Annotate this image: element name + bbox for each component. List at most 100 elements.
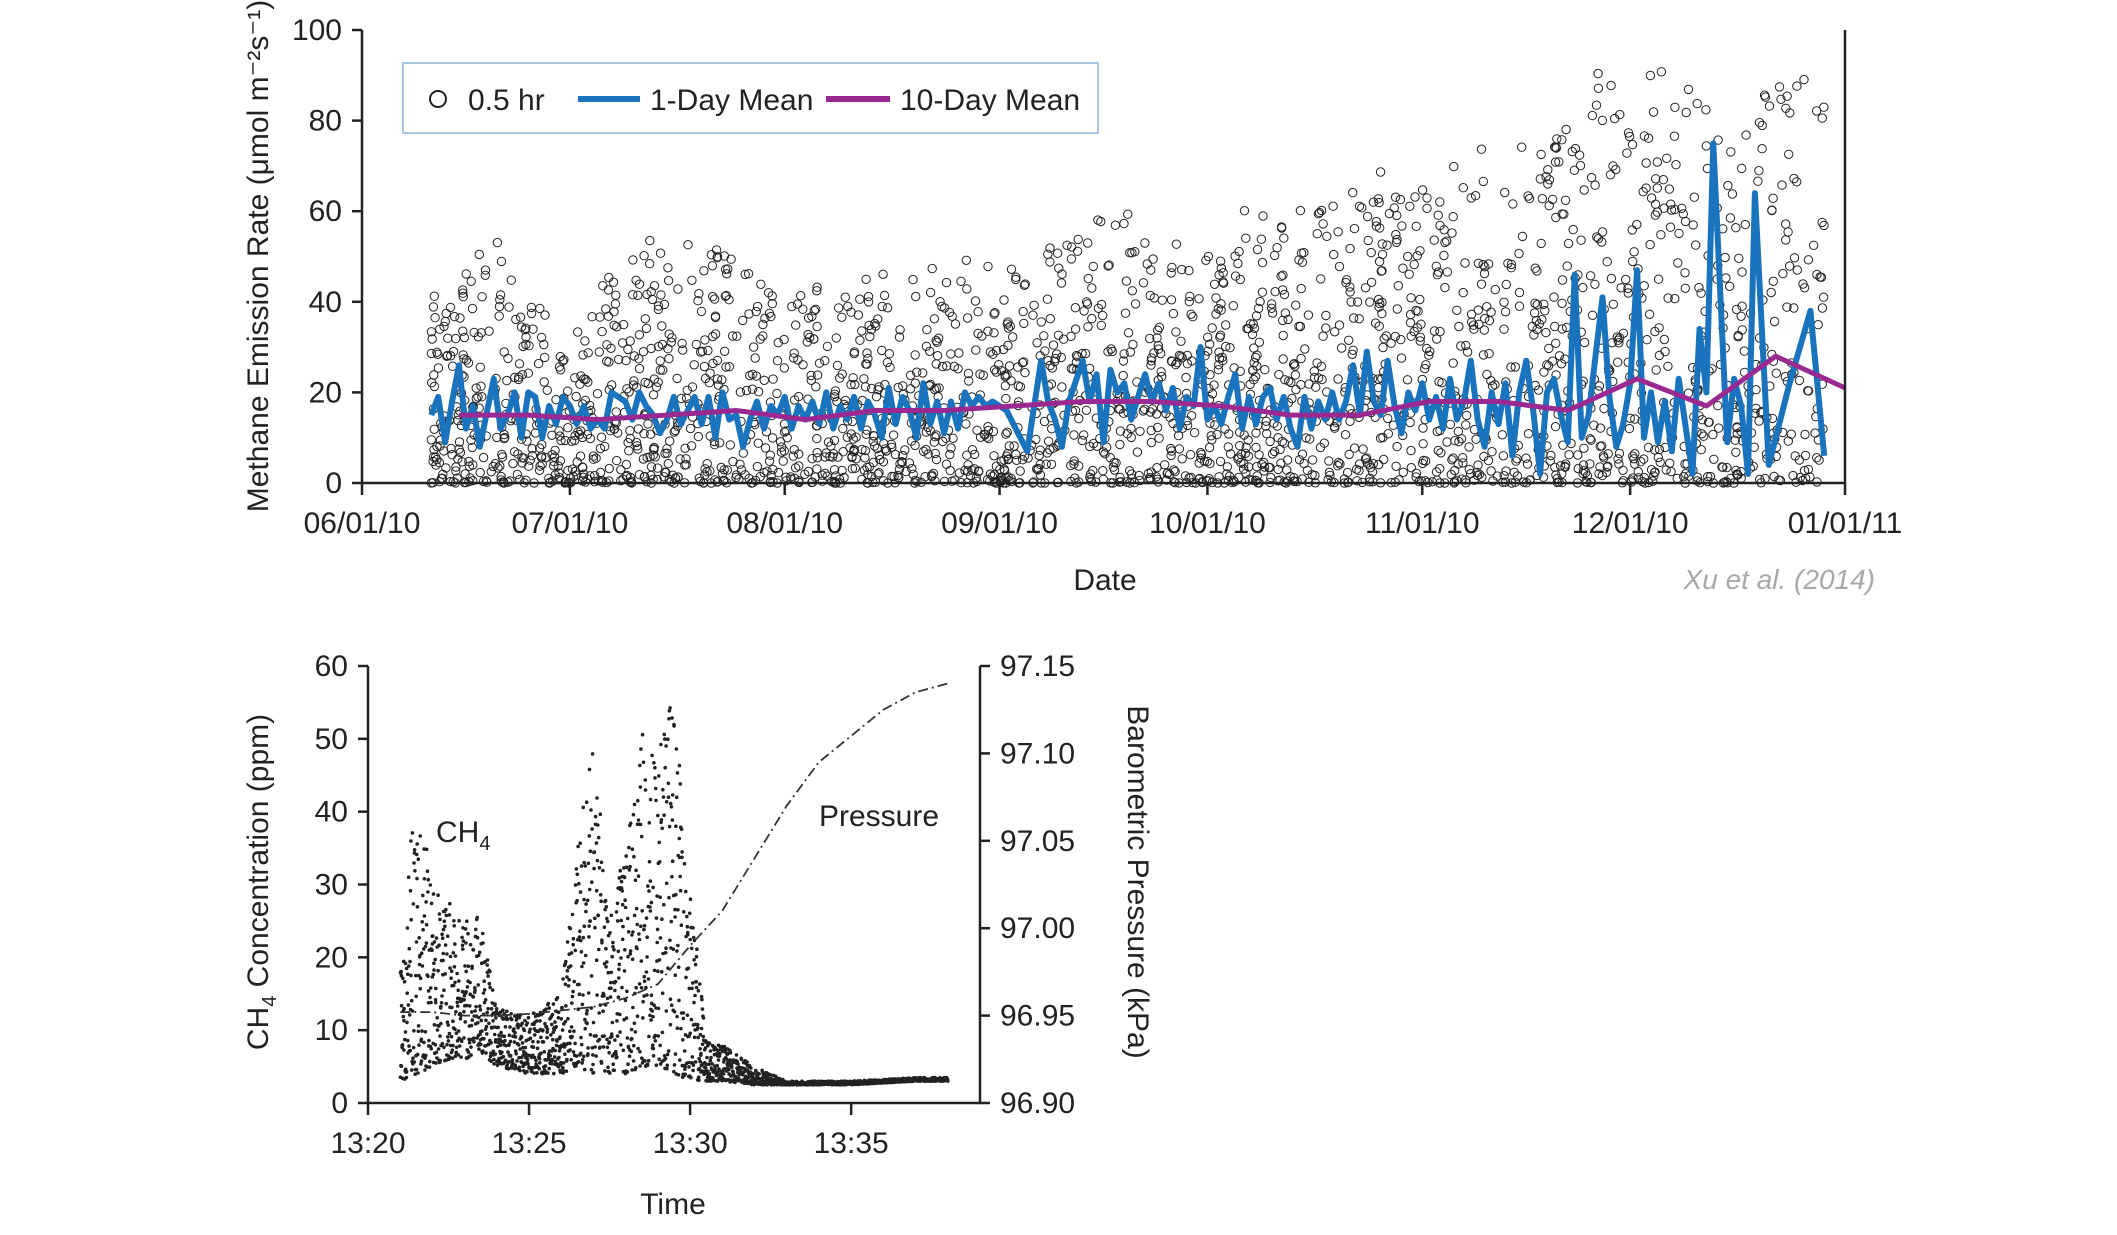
half-hour-point <box>1616 283 1626 293</box>
ch4-point <box>664 744 668 748</box>
half-hour-point <box>1056 278 1067 288</box>
half-hour-point <box>541 452 551 463</box>
half-hour-point <box>1288 359 1299 369</box>
ch4-point <box>461 926 465 930</box>
legend-label-ten-day-mean: 10-Day Mean <box>900 84 1080 117</box>
half-hour-point <box>792 299 803 309</box>
ch4-point <box>691 935 696 940</box>
half-hour-point <box>621 459 632 470</box>
half-hour-point <box>851 432 861 442</box>
ch4-point <box>426 890 430 894</box>
ch4-point <box>432 940 437 944</box>
half-hour-point <box>1816 272 1827 282</box>
half-hour-point <box>503 353 513 364</box>
ch4-point <box>710 1062 714 1066</box>
half-hour-point <box>625 336 635 346</box>
ch4-point <box>641 999 645 1004</box>
ch4-point <box>680 855 684 860</box>
half-hour-point <box>609 424 620 434</box>
ch4-point <box>700 1007 705 1011</box>
half-hour-point <box>1658 175 1669 185</box>
half-hour-point <box>629 351 639 361</box>
ch4-point <box>468 942 473 947</box>
ch4-point <box>418 834 423 838</box>
half-hour-point <box>1032 338 1042 348</box>
ch4-point <box>672 1009 677 1014</box>
ch4-point <box>596 913 601 918</box>
half-hour-point <box>962 450 972 460</box>
ch4-point <box>646 977 651 981</box>
ch4-point <box>412 1060 417 1064</box>
half-hour-point <box>1692 476 1703 486</box>
ch4-point <box>658 895 662 899</box>
top-y-axis-label: Methane Emission Rate (μmol m⁻²s⁻¹) <box>242 0 275 512</box>
half-hour-point <box>653 463 663 473</box>
half-hour-point <box>685 423 696 434</box>
half-hour-point <box>1333 227 1343 237</box>
half-hour-point <box>1740 219 1751 230</box>
half-hour-point <box>578 350 588 360</box>
ch4-point <box>648 1013 652 1018</box>
half-hour-point <box>988 349 998 359</box>
ch4-point <box>535 1046 540 1051</box>
ch4-point <box>489 1041 493 1045</box>
half-hour-point <box>691 339 701 350</box>
ch4-point <box>415 905 420 909</box>
top-y-tick-label: 0 <box>325 467 342 500</box>
half-hour-point <box>1615 109 1625 120</box>
half-hour-point <box>1291 300 1301 310</box>
half-hour-point <box>859 374 869 384</box>
ch4-point <box>642 994 646 998</box>
half-hour-point <box>794 461 804 471</box>
ch4-point <box>456 988 461 993</box>
half-hour-point <box>1792 177 1802 187</box>
ch4-point <box>574 867 579 871</box>
ch4-point <box>414 1067 419 1072</box>
ch4-point <box>411 902 416 906</box>
half-hour-point <box>1644 309 1655 319</box>
ch4-point <box>451 983 456 988</box>
half-hour-point <box>1628 451 1638 461</box>
half-hour-point <box>1798 279 1808 289</box>
ch4-point <box>699 994 704 999</box>
ch4-point <box>443 924 447 929</box>
half-hour-point <box>788 451 798 461</box>
half-hour-point <box>1578 282 1588 293</box>
half-hour-point <box>1135 475 1145 486</box>
ch4-point <box>576 1007 580 1011</box>
ch4-point <box>482 1000 487 1005</box>
half-hour-point <box>1599 403 1609 414</box>
ch4-point <box>439 1001 444 1005</box>
half-hour-point <box>1145 333 1155 344</box>
ch4-point <box>720 1078 724 1083</box>
ch4-point <box>589 808 593 812</box>
half-hour-point <box>1717 462 1727 472</box>
ch4-point <box>554 1043 559 1048</box>
ch4-point <box>407 1044 411 1048</box>
ch4-point <box>426 974 430 979</box>
half-hour-point <box>1618 328 1629 338</box>
ch4-point <box>568 964 573 968</box>
ch4-point <box>656 969 660 973</box>
ch4-point <box>498 1043 503 1047</box>
half-hour-point <box>1365 463 1376 473</box>
ch4-point <box>606 1065 610 1070</box>
half-hour-point <box>1585 434 1595 444</box>
half-hour-point <box>947 476 957 486</box>
ch4-point <box>408 1048 413 1053</box>
ch4-point <box>561 1066 565 1070</box>
half-hour-point <box>1177 353 1187 363</box>
ch4-point <box>412 1029 416 1033</box>
half-hour-point <box>607 380 617 390</box>
ch4-point <box>589 974 594 978</box>
half-hour-point <box>443 333 453 343</box>
half-hour-point <box>1119 218 1129 229</box>
half-hour-point <box>1535 174 1546 184</box>
ch4-point <box>691 1063 696 1067</box>
ch4-point <box>427 1059 432 1064</box>
half-hour-point <box>445 477 456 487</box>
ch4-point <box>459 1055 463 1059</box>
ch4-point <box>457 979 461 983</box>
ch4-point <box>687 986 692 991</box>
half-hour-point <box>1203 332 1213 342</box>
